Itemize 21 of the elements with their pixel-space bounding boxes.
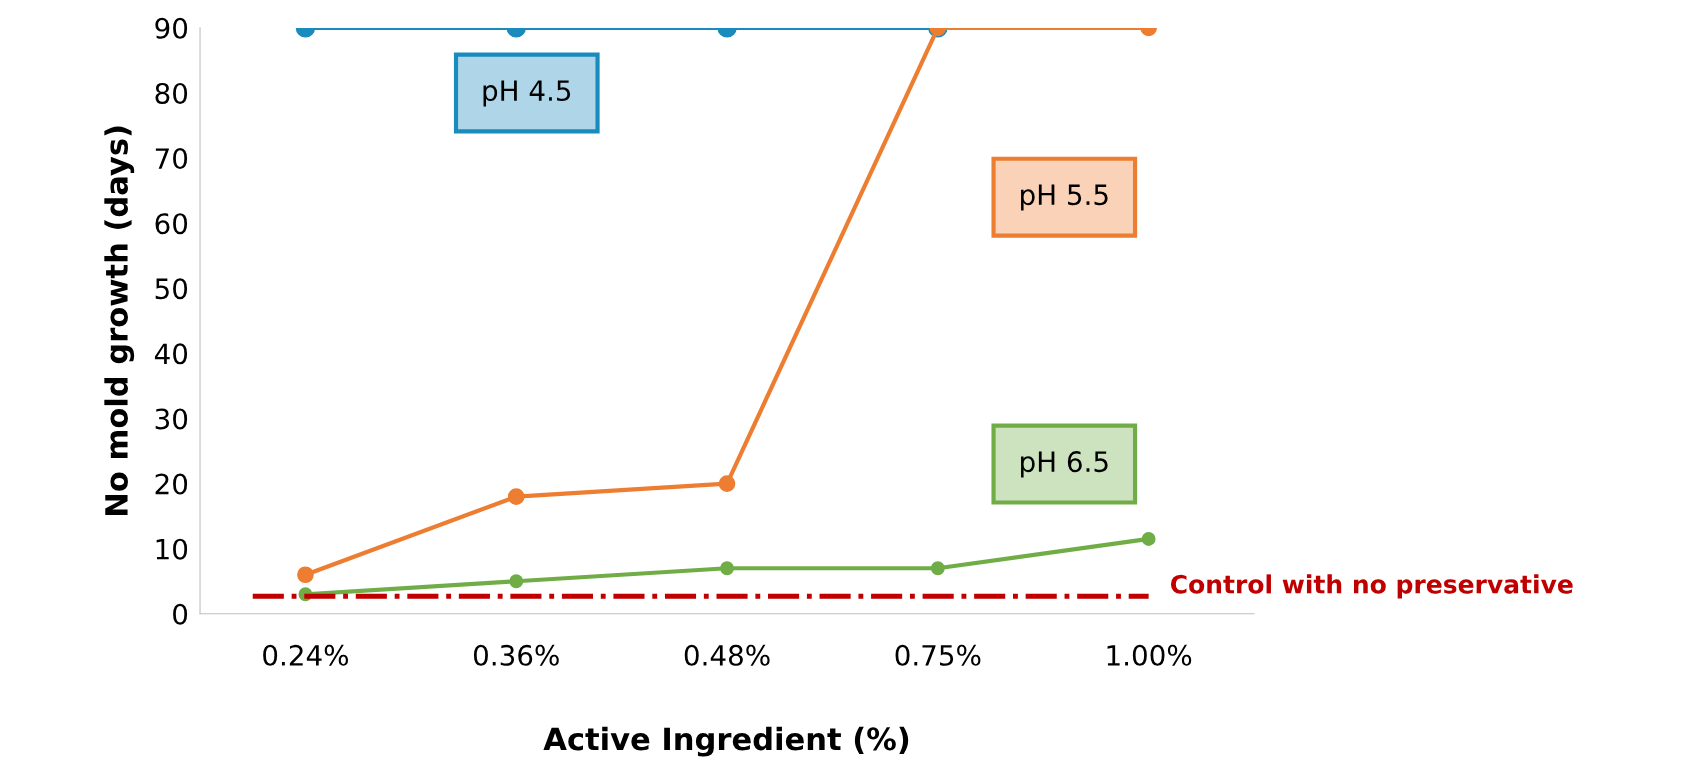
y-axis-title: No mold growth (days) xyxy=(104,126,135,515)
y-tick-label: 30 xyxy=(155,408,188,430)
y-tick-label: 60 xyxy=(155,213,188,235)
x-tick-label: 0.24% xyxy=(263,644,349,666)
y-tick-label: 50 xyxy=(155,278,188,300)
x-tick-label: 0.75% xyxy=(895,644,981,666)
y-tick-label: 70 xyxy=(155,148,188,170)
y-tick-label: 20 xyxy=(155,473,188,495)
y-tick-label: 40 xyxy=(154,343,188,365)
text: pH 5.5 xyxy=(1021,184,1108,211)
x-tick-label: 0.36% xyxy=(473,644,559,666)
x-tick-label: 0.48% xyxy=(684,644,770,666)
y-tick-label: 80 xyxy=(155,82,188,104)
x-axis-title: Active Ingredient (%) xyxy=(543,726,909,757)
y-tick-label: 90 xyxy=(155,17,188,39)
series-label: pH 4.5 xyxy=(483,80,571,107)
y-tick-label: 10 xyxy=(156,538,188,560)
ref-line-label: Control with no preservative xyxy=(1170,574,1573,599)
y-tick-label: 0 xyxy=(173,603,188,625)
x-tick-label: 1.00% xyxy=(1107,644,1192,666)
text: pH 6.5 xyxy=(1021,451,1108,478)
